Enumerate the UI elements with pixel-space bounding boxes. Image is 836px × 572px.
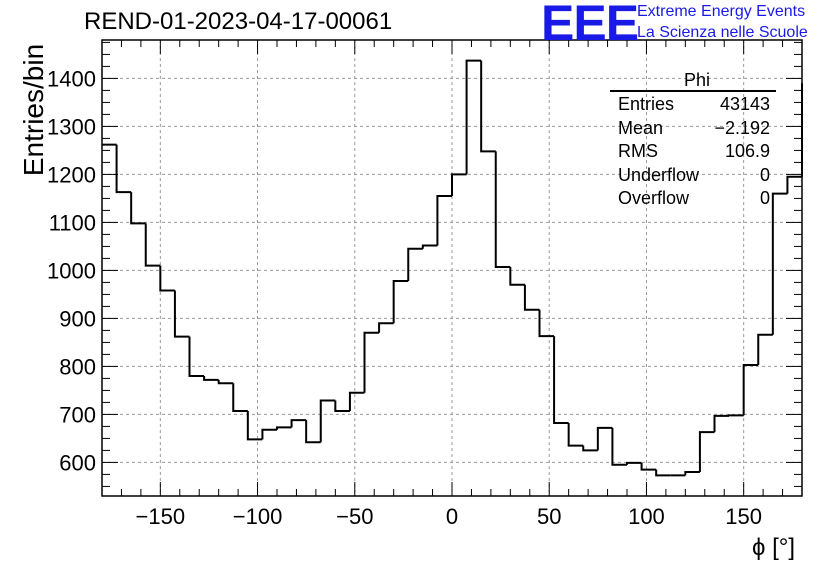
stats-value: 0 [759,164,770,185]
histogram-bin [786,175,802,194]
histogram-bin [217,379,234,385]
y-tick-label: 700 [59,402,96,427]
histogram-bin [771,192,788,335]
histogram-bin [436,195,452,246]
histogram-bin [698,431,715,472]
histogram-bin [626,461,642,465]
y-tick-label: 900 [59,306,96,331]
stats-label: Overflow [618,188,690,208]
stats-label: Mean [618,117,664,138]
y-tick-label: 1300 [47,114,96,139]
x-tick-label: −150 [136,504,186,529]
stats-row-rms: RMS 106.9 [608,140,776,164]
y-tick-label: 1400 [47,66,96,91]
stats-value: −2.192 [714,117,770,138]
logo-subtitle-2: La Scienza nelle Scuole [637,24,808,41]
stats-label: Entries [618,94,675,114]
stats-label: Underflow [618,164,700,185]
histogram-bin [523,284,540,311]
histogram-bin [334,400,350,413]
histogram-bin [261,428,277,440]
stats-value: 0 [759,188,770,208]
histogram-bin [451,173,467,196]
histogram-bin [567,423,584,447]
histogram-bin [553,336,569,425]
y-tick-label: 800 [59,354,96,379]
run-title: REND-01-2023-04-17-00061 [84,8,393,35]
stats-value: 106.9 [724,141,770,161]
histogram-bin [159,265,175,292]
histogram-bin [363,331,380,393]
y-axis-label: Entries/bin [18,43,49,177]
tick-labels: −150 −100 −50 0 50 100 150 600 700 800 900 1000 1100… [47,66,762,529]
stats-label: RMS [618,141,658,161]
histogram-bin [421,244,438,249]
histogram-bin [319,399,336,443]
histogram-bin [465,59,482,175]
stats-value: 43143 [719,94,770,114]
histogram-bin [290,419,307,428]
y-tick-label: 600 [59,450,96,475]
x-tick-label: 100 [628,504,665,529]
stats-row-entries: Entries 43143 [608,93,776,117]
histogram-bin [684,471,700,476]
histogram-bin [276,426,292,430]
histogram-bin [115,144,132,194]
histogram-bin [509,267,525,286]
eee-logo: EEE [541,0,639,51]
x-tick-label: 0 [446,504,458,529]
histogram-bin [494,151,511,269]
stats-divider [610,90,776,92]
tick-marks [101,40,803,496]
histogram-bin [611,427,627,466]
histogram-bin [378,322,394,333]
x-tick-label: 150 [725,504,762,529]
logo-subtitle-1: Extreme Energy Events [637,3,806,20]
y-tick-label: 1200 [47,162,96,187]
histogram-bin [246,411,263,441]
histogram-bin [144,223,161,267]
histogram-bin [305,420,321,444]
histogram-bin [348,391,365,412]
histogram-bin [538,309,555,338]
x-tick-label: 50 [537,504,561,529]
histogram-bin [173,290,190,338]
stats-row-underflow: Underflow 0 [608,164,776,188]
x-tick-label: −100 [233,504,283,529]
stats-box: Phi Entries 43143 Mean −2.192 RMS 106.9 … [608,70,776,211]
stats-histogram-name: Phi [683,70,710,90]
histogram-bin [407,247,423,281]
x-axis-label: ϕ [°] [752,534,796,561]
histogram-bin [232,383,248,413]
stats-row-overflow: Overflow 0 [608,187,776,211]
x-tick-label: −50 [336,504,373,529]
histogram-bars [102,59,803,477]
histogram-bin [640,462,657,471]
histogram-bin [130,192,146,225]
histogram-bin [655,469,671,477]
stats-row-mean: Mean −2.192 [608,117,776,141]
histogram-bin [713,414,730,433]
histogram-bin [392,279,409,324]
y-tick-label: 1000 [47,258,96,283]
y-tick-label: 1100 [49,210,96,235]
histogram-bin [203,376,219,381]
histogram-bin [742,363,759,416]
histogram-bin [582,445,598,452]
histogram-bin [480,60,496,153]
histogram-bin [596,426,613,451]
histogram-bin [188,336,205,377]
histogram-bin [757,333,773,365]
